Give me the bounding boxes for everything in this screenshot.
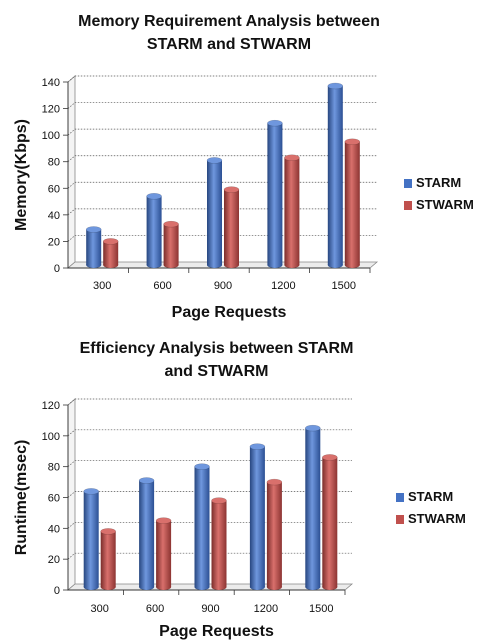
legend-label-stwarm: STWARM	[416, 197, 474, 212]
chart-1: Memory Requirement Analysis between STARM…	[13, 13, 474, 321]
y-axis-label: Runtime(msec)	[13, 440, 30, 556]
bar-stwarm-1500	[322, 454, 338, 590]
legend-label-starm: STARM	[408, 489, 453, 504]
y-tick-label: 120	[42, 400, 60, 412]
y-tick-label: 80	[48, 157, 60, 169]
x-axis-label: Page Requests	[159, 623, 274, 640]
y-tick-label: 20	[48, 554, 60, 566]
x-tick-label: 1500	[309, 603, 333, 615]
gridline	[67, 75, 377, 83]
y-tick-label: 120	[42, 104, 60, 116]
bar-stwarm-900	[223, 186, 240, 268]
x-tick-label: 600	[153, 280, 171, 292]
x-tick-label: 1200	[271, 280, 295, 292]
x-axis-label: Page Requests	[172, 304, 287, 321]
bar-starm-600	[146, 193, 162, 268]
bar-stwarm-1200	[284, 154, 300, 268]
bar-starm-1200	[267, 119, 283, 268]
y-tick-label: 80	[48, 462, 60, 474]
bar-stwarm-1500	[344, 138, 361, 268]
legend-label-starm: STARM	[416, 175, 461, 190]
bar-stwarm-900	[211, 497, 227, 590]
gridline	[67, 429, 352, 437]
y-tick-label: 0	[54, 263, 60, 275]
bar-stwarm-600	[163, 220, 179, 268]
gridline	[67, 491, 352, 498]
x-tick-label: 900	[214, 280, 232, 292]
y-tick-label: 60	[48, 493, 60, 505]
legend: STARM STWARM	[404, 175, 474, 212]
bar-stwarm-300	[100, 528, 116, 590]
chart-title-line: Efficiency Analysis between STARM	[80, 340, 354, 357]
bar-stwarm-600	[155, 517, 172, 590]
y-tick-label: 0	[54, 585, 60, 597]
x-tick-label: 1200	[254, 603, 278, 615]
y-tick-label: 100	[42, 431, 60, 443]
bar-stwarm-1200	[266, 478, 283, 590]
bar-stwarm-300	[102, 238, 119, 268]
y-tick-label: 40	[48, 210, 60, 222]
y-tick-label: 20	[48, 236, 60, 248]
x-tick-label: 300	[93, 280, 111, 292]
bar-starm-1500	[305, 424, 321, 590]
chart-title-line: STARM and STWARM	[147, 36, 311, 53]
bar-starm-900	[206, 157, 223, 268]
legend-swatch-stwarm	[404, 201, 412, 210]
side-wall	[67, 75, 76, 269]
side-wall	[67, 398, 76, 591]
gridline	[67, 460, 352, 467]
gridline	[67, 102, 377, 109]
y-tick-label: 40	[48, 523, 60, 535]
x-tick-label: 900	[201, 603, 219, 615]
legend-swatch-starm	[396, 493, 404, 502]
legend-swatch-starm	[404, 179, 412, 188]
y-axis-label: Memory(Kbps)	[13, 119, 30, 231]
gridline	[67, 398, 352, 406]
bar-starm-300	[83, 488, 99, 590]
bar-starm-300	[85, 226, 102, 268]
y-tick-label: 100	[42, 130, 60, 142]
bar-starm-1200	[249, 443, 266, 590]
legend-swatch-stwarm	[396, 515, 404, 524]
y-tick-label: 140	[42, 77, 60, 89]
y-tick-label: 60	[48, 183, 60, 195]
chart-title-line: Memory Requirement Analysis between	[78, 13, 380, 30]
chart-title-line: and STWARM	[165, 363, 269, 380]
x-tick-label: 600	[146, 603, 164, 615]
legend-label-stwarm: STWARM	[408, 511, 466, 526]
x-tick-label: 1500	[332, 280, 356, 292]
chart-2: Efficiency Analysis between STARM and STW…	[13, 340, 466, 640]
x-tick-label: 300	[91, 603, 109, 615]
gridline	[67, 552, 352, 560]
bar-starm-900	[194, 463, 210, 590]
bar-starm-600	[138, 477, 155, 590]
gridline	[67, 521, 352, 529]
legend: STARM STWARM	[396, 489, 466, 526]
bar-starm-1500	[327, 82, 344, 268]
